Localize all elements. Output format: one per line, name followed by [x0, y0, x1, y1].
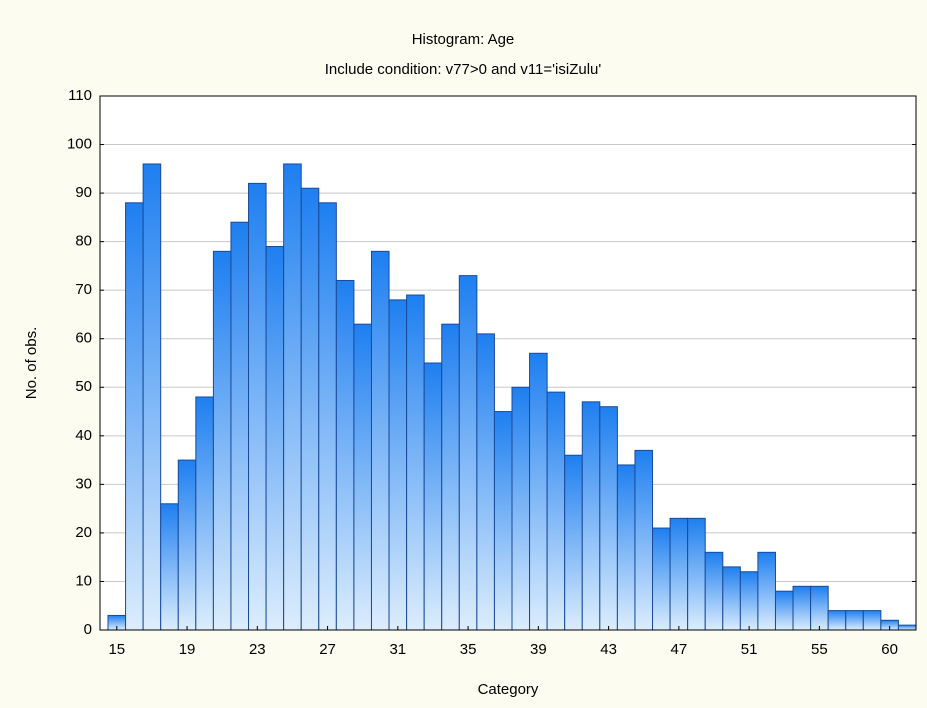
bar: [300, 187, 320, 631]
y-tick-label: 100: [67, 136, 92, 153]
y-tick-label: 20: [75, 524, 92, 541]
bar: [476, 333, 495, 631]
bar: [529, 352, 548, 631]
x-tick-label: 23: [249, 641, 266, 658]
bar: [634, 449, 654, 631]
bar: [458, 275, 478, 631]
x-tick-label: 27: [319, 641, 336, 658]
bar: [546, 391, 566, 631]
bar: [423, 362, 443, 631]
bar: [757, 551, 776, 631]
x-tick-label: 43: [600, 641, 617, 658]
bar: [318, 202, 337, 631]
bar: [792, 585, 812, 631]
bar: [652, 527, 671, 631]
y-tick-label: 50: [75, 378, 92, 395]
bar: [248, 182, 267, 631]
bar: [370, 250, 390, 631]
bar: [616, 464, 636, 631]
bar: [142, 163, 162, 631]
bar: [335, 279, 355, 631]
y-tick-label: 40: [75, 427, 92, 444]
bar: [125, 202, 144, 631]
bar: [212, 250, 232, 631]
y-tick-label: 70: [75, 281, 92, 298]
bar: [564, 454, 583, 631]
y-tick-label: 90: [75, 184, 92, 201]
x-tick-label: 60: [881, 641, 898, 658]
y-tick-label: 0: [84, 621, 92, 638]
bar: [739, 571, 759, 631]
x-tick-label: 35: [460, 641, 477, 658]
y-tick-label: 80: [75, 233, 92, 250]
bar: [581, 401, 601, 631]
bar: [195, 396, 214, 631]
bar: [827, 610, 847, 631]
bar: [687, 517, 706, 631]
y-tick-label: 60: [75, 330, 92, 347]
y-axis-label: No. of obs.: [23, 327, 40, 400]
bar: [599, 406, 618, 631]
x-tick-label: 39: [530, 641, 547, 658]
x-tick-label: 19: [179, 641, 196, 658]
bar: [704, 551, 724, 631]
y-tick-label: 110: [68, 87, 92, 104]
plot-frame: [99, 95, 917, 631]
y-tick-label: 30: [75, 475, 92, 492]
bar: [722, 566, 741, 631]
bar: [774, 590, 794, 631]
x-tick-label: 15: [108, 641, 125, 658]
bar: [230, 221, 250, 631]
bar: [862, 610, 882, 631]
chart-title: Histogram: Age: [412, 31, 515, 48]
x-tick-label: 51: [741, 641, 758, 658]
x-tick-label: 47: [671, 641, 688, 658]
x-axis-label: Category: [478, 681, 539, 698]
bar: [353, 323, 372, 631]
bar: [406, 294, 425, 631]
bar: [160, 503, 179, 631]
bar: [177, 459, 197, 631]
bar: [845, 610, 864, 631]
bar: [511, 386, 531, 631]
bar: [897, 624, 917, 631]
chart-subtitle: Include condition: v77>0 and v11='isiZul…: [325, 61, 602, 78]
x-tick-label: 31: [389, 641, 406, 658]
bar: [810, 585, 829, 631]
bar: [388, 299, 408, 631]
y-tick-label: 10: [75, 572, 92, 589]
bar: [441, 323, 460, 631]
bar: [265, 245, 285, 631]
bar: [669, 517, 689, 631]
x-tick-label: 55: [811, 641, 828, 658]
bar: [493, 411, 513, 631]
bar: [283, 163, 302, 631]
